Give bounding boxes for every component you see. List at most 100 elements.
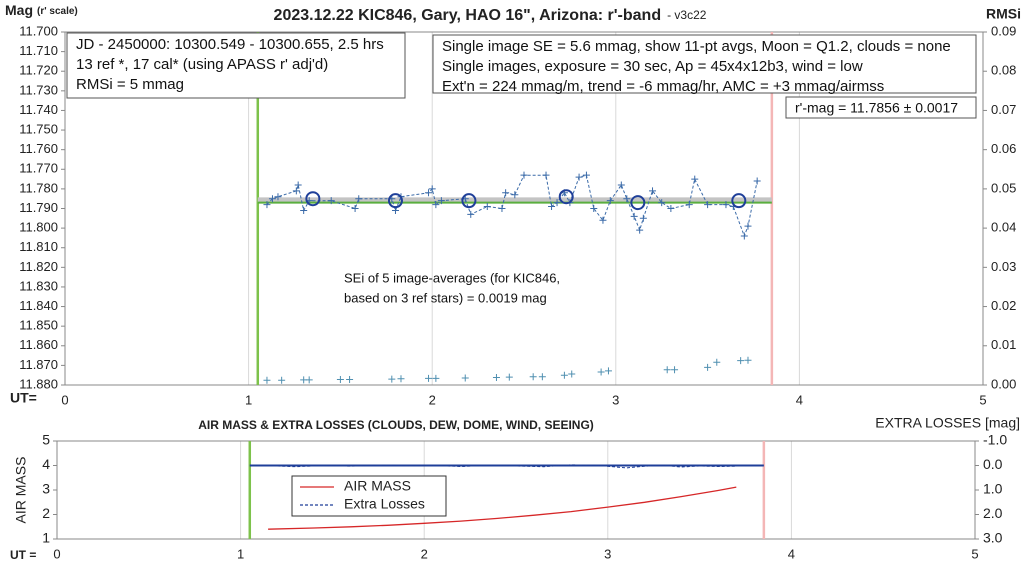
- y2-tick-label: 1.0: [983, 481, 1003, 497]
- y-tick-label: 11.710: [19, 43, 58, 58]
- data-point: [560, 371, 568, 379]
- data-point: [502, 189, 510, 197]
- y-tick-label: 3: [42, 481, 50, 497]
- data-point: [505, 373, 513, 381]
- x-tick-label: 1: [237, 546, 244, 561]
- data-point: [263, 376, 271, 384]
- y2-tick-label: 0.02: [991, 298, 1016, 313]
- data-point: [538, 373, 546, 381]
- y-tick-label: 11.730: [19, 82, 58, 97]
- annotation-box: [785, 96, 977, 119]
- data-point: [704, 201, 712, 209]
- data-point: [425, 189, 433, 197]
- annotation-box: [432, 34, 977, 94]
- data-point: [437, 197, 445, 205]
- data-point: [617, 181, 625, 189]
- data-point: [663, 366, 671, 374]
- x-tick-label: 3: [612, 392, 619, 407]
- data-point: [604, 367, 612, 375]
- y2-tick-label: 2.0: [983, 505, 1003, 521]
- series-line: [277, 464, 737, 469]
- y-tick-label: 11.840: [19, 298, 58, 313]
- x-tick-label: 4: [796, 392, 803, 407]
- data-point: [388, 375, 396, 383]
- legend-label: Extra Losses: [344, 496, 425, 512]
- data-point: [737, 357, 745, 365]
- x-axis-label: UT =: [10, 548, 36, 562]
- y2-tick-label: 0.00: [991, 376, 1016, 391]
- data-point: [355, 195, 363, 203]
- y-tick-label: 2: [42, 505, 50, 521]
- x-tick-label: 0: [53, 546, 60, 561]
- data-point: [691, 175, 699, 183]
- y-tick-label: 11.750: [19, 121, 58, 136]
- average-point: [558, 189, 574, 205]
- y-tick-label: 11.780: [19, 180, 58, 195]
- y-tick-label: 4: [42, 456, 50, 472]
- data-point: [425, 374, 433, 382]
- series-line: [268, 486, 737, 530]
- x-axis-label: UT=: [10, 390, 37, 406]
- data-point: [568, 370, 576, 378]
- data-point: [704, 363, 712, 371]
- y-tick-label: 5: [42, 432, 50, 448]
- data-point: [744, 222, 752, 230]
- data-point: [636, 226, 644, 234]
- y-axis-label: AIR MASS: [13, 457, 29, 524]
- data-point: [649, 187, 657, 195]
- y2-tick-label: 0.08: [991, 63, 1016, 78]
- data-point: [268, 195, 276, 203]
- y-tick-label: 11.700: [19, 23, 58, 38]
- annotation-text: based on 3 ref stars) = 0.0019 mag: [344, 290, 547, 305]
- annotation-text: Ext'n = 224 mmag/m, trend = -6 mmag/hr, …: [442, 78, 884, 95]
- x-tick-label: 5: [971, 546, 978, 561]
- y-axis-label: Mag (r' scale): [5, 2, 78, 18]
- data-point: [599, 216, 607, 224]
- data-point: [351, 205, 359, 212]
- data-point: [582, 171, 590, 179]
- average-point: [305, 191, 321, 207]
- data-point: [630, 212, 638, 220]
- annotation-box: [66, 32, 406, 99]
- legend-label: AIR MASS: [344, 478, 411, 494]
- y2-tick-label: -1.0: [983, 432, 1007, 448]
- y-tick-label: 11.770: [19, 161, 58, 176]
- x-tick-label: 0: [61, 392, 68, 407]
- chart-title-main: 2023.12.22 KIC846, Gary, HAO 16", Arizon…: [274, 7, 662, 24]
- data-point: [590, 205, 598, 212]
- data-point: [511, 191, 519, 199]
- y-tick-label: 11.720: [19, 63, 58, 78]
- data-point: [498, 205, 506, 212]
- data-point: [432, 374, 440, 382]
- chart-subtitle: - v3c22: [667, 8, 707, 22]
- y-tick-label: 1: [42, 530, 50, 546]
- data-point: [713, 358, 721, 366]
- y-tick-label: 11.870: [19, 357, 58, 372]
- y-tick-label: 11.850: [19, 318, 58, 333]
- data-point: [294, 181, 302, 189]
- data-point: [575, 173, 583, 181]
- data-point: [639, 214, 647, 222]
- y-tick-label: 11.880: [19, 376, 58, 391]
- average-point: [630, 195, 646, 211]
- x-tick-label: 2: [429, 392, 436, 407]
- chart-title: 2023.12.22 KIC846, Gary, HAO 16", Arizon…: [274, 7, 707, 24]
- y2-tick-label: 0.01: [991, 337, 1016, 352]
- annotation-text: RMSi = 5 mmag: [76, 76, 184, 93]
- chart-title: AIR MASS & EXTRA LOSSES (CLOUDS, DEW, DO…: [198, 418, 594, 432]
- data-point: [529, 373, 537, 381]
- y2-tick-label: 0.0: [983, 456, 1003, 472]
- y-tick-label: 11.790: [19, 200, 58, 215]
- y-tick-label: 11.800: [19, 220, 58, 235]
- y-tick-label: 11.820: [19, 259, 58, 274]
- data-point: [292, 187, 300, 195]
- data-point: [597, 368, 605, 376]
- x-tick-label: 5: [979, 392, 986, 407]
- data-point: [753, 177, 761, 185]
- data-point: [483, 203, 491, 211]
- y-tick-label: 11.760: [19, 141, 58, 156]
- y2-tick-label: 0.06: [991, 141, 1016, 156]
- data-point: [327, 197, 335, 205]
- y2-tick-label: 0.09: [991, 23, 1016, 38]
- data-point: [667, 205, 675, 212]
